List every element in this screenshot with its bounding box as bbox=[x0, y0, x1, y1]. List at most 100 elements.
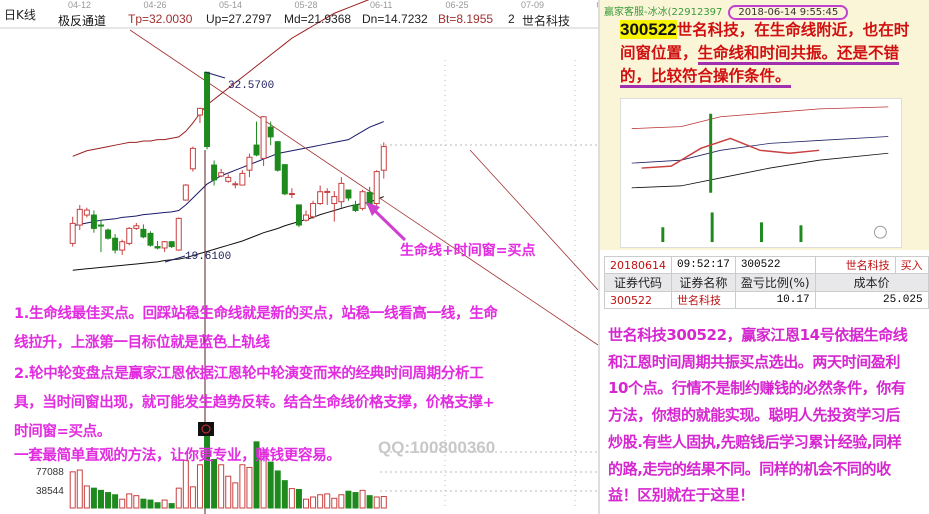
candle-body bbox=[239, 172, 246, 186]
volume-bar bbox=[126, 493, 133, 509]
message-part-underlined: 还是不错的，比较符合操作条件。 bbox=[620, 43, 900, 88]
volume-bar bbox=[239, 464, 246, 509]
trade-table: 20180614 09:52:17 300522 世名科技 买入 证券代码 证券名称 盈亏比… bbox=[604, 256, 929, 309]
volume-bar bbox=[69, 471, 76, 509]
summary-line: 10个点。行情不是制约赚钱的必然条件，你有 bbox=[608, 379, 906, 398]
volume-tick: 38544 bbox=[36, 486, 64, 497]
candle-body bbox=[359, 191, 366, 209]
candle-body bbox=[133, 225, 140, 229]
volume-bar bbox=[281, 480, 288, 509]
cell: 买入 bbox=[894, 256, 929, 274]
trend-line bbox=[129, 29, 598, 346]
volume-bar bbox=[310, 496, 317, 509]
volume-bar bbox=[373, 496, 380, 509]
indicator-name: 极反通道 bbox=[58, 14, 107, 28]
date-tick: 06-25 bbox=[446, 0, 469, 10]
volume-bar bbox=[331, 497, 338, 509]
volume-bar bbox=[83, 485, 90, 509]
candle-body bbox=[196, 107, 203, 116]
volume-bar bbox=[253, 441, 260, 509]
summary-line: 的路,走完的结果不同。同样的机会不同的收 bbox=[608, 459, 891, 478]
note-line: 时间窗=买点。 bbox=[14, 424, 112, 440]
volume-bar bbox=[105, 492, 112, 509]
candle-body bbox=[189, 147, 196, 170]
cell: 世名科技 bbox=[671, 291, 736, 309]
marker-box bbox=[198, 422, 214, 436]
candle-body bbox=[97, 224, 104, 227]
candle-body bbox=[168, 241, 175, 248]
low-pointer bbox=[164, 255, 186, 263]
candle-body bbox=[83, 209, 90, 216]
message-panel: 赢家客服-冰冰(22912397 2018-06-14 9:55:45 30052… bbox=[598, 0, 929, 514]
date-tick: 04-12 bbox=[68, 0, 91, 10]
candle-body bbox=[288, 193, 295, 196]
volume-bar bbox=[218, 464, 225, 509]
trend-line bbox=[469, 149, 598, 291]
candle-body bbox=[338, 182, 345, 203]
stock-chart-panel: 04-12 04-26 05-14 05-28 06-11 06-25 07-09 07-23… bbox=[0, 0, 598, 514]
note-line: 具，当时间窗出现，就可能发生趋势反转。结合生命线价格支撑，价格支撑+ bbox=[14, 395, 495, 411]
volume-bar bbox=[324, 493, 331, 509]
candle-body bbox=[317, 191, 324, 205]
period-label[interactable]: 日K线 bbox=[4, 8, 36, 22]
candle-body bbox=[218, 172, 225, 177]
cell: 10.17 bbox=[734, 291, 816, 309]
volume-bar bbox=[154, 502, 161, 509]
summary-line: 和江恩时间周期共振买点选出。两天时间盈利 bbox=[608, 352, 901, 371]
volume-bar bbox=[260, 452, 267, 509]
table-header-row: 证券代码 证券名称 盈亏比例(%) 成本价 bbox=[604, 273, 929, 292]
volume-bar bbox=[352, 492, 359, 509]
volume-bar bbox=[168, 503, 175, 509]
volume-bar bbox=[211, 458, 218, 509]
candle-body bbox=[126, 227, 133, 244]
table-row: 300522 世名科技 10.17 25.025 bbox=[604, 291, 929, 309]
candle-body bbox=[267, 126, 274, 138]
table-row: 20180614 09:52:17 300522 世名科技 买入 bbox=[604, 256, 929, 274]
candle-body bbox=[119, 241, 126, 251]
volume-bar bbox=[112, 494, 119, 509]
volume-bar bbox=[232, 482, 239, 509]
arrow-shaft bbox=[370, 206, 407, 242]
note-line: 线拉升，上涨第一目标位就是蓝色上轨线 bbox=[14, 335, 270, 351]
high-pointer bbox=[204, 71, 226, 79]
volume-bar bbox=[204, 428, 211, 509]
volume-bar bbox=[225, 475, 232, 509]
volume-bar bbox=[133, 495, 140, 509]
cell: 300522 bbox=[734, 256, 816, 274]
volume-bar bbox=[267, 461, 274, 509]
summary-line: 益！区别就在于这里！ bbox=[608, 486, 755, 505]
note-line: 1.生命线最佳买点。回踩站稳生命线就是新的买点，站稳一线看高一线，生命 bbox=[14, 306, 498, 322]
column-header: 证券代码 bbox=[604, 273, 672, 292]
note-line: 一套最简单直观的方法，让你更专业，赚钱更容易。 bbox=[14, 448, 341, 464]
candle-body bbox=[303, 214, 310, 221]
cell: 09:52:17 bbox=[671, 256, 736, 274]
candle-body bbox=[69, 222, 76, 244]
candle-body bbox=[345, 189, 352, 199]
candle-body bbox=[281, 164, 288, 195]
candle-body bbox=[161, 241, 168, 249]
candle-body bbox=[154, 246, 161, 249]
qq-watermark: QQ:100800360 bbox=[378, 438, 496, 457]
md-value: Md=21.9368 bbox=[284, 12, 352, 26]
marker-icon bbox=[201, 424, 211, 434]
message-part: 世名科技，在生命线附近，也在时间窗位置， bbox=[620, 20, 910, 62]
lower-band-line bbox=[72, 196, 384, 271]
volume-bar bbox=[182, 459, 189, 509]
date-tick: 06-11 bbox=[370, 0, 392, 10]
legend-num: 2 bbox=[508, 12, 515, 26]
date-tick: 07-09 bbox=[521, 0, 544, 10]
summary-line: 世名科技300522，赢家江恩14号依据生命线 bbox=[608, 326, 908, 344]
message-text: 300522世名科技，在生命线附近，也在时间窗位置，生命线和时间共振。还是不错的… bbox=[620, 18, 920, 88]
mid-band-line bbox=[72, 121, 384, 227]
candle-body bbox=[352, 204, 359, 211]
volume-bar bbox=[380, 496, 387, 509]
volume-bar bbox=[140, 498, 147, 509]
candle-body bbox=[140, 228, 147, 238]
volume-bar bbox=[246, 466, 253, 509]
volume-bar bbox=[196, 464, 203, 509]
arrow-label: 生命线+时间窗=买点 bbox=[400, 243, 536, 259]
candlestick-chart[interactable]: 04-12 04-26 05-14 05-28 06-11 06-25 07-09 07-23… bbox=[0, 0, 598, 514]
arrow-head bbox=[366, 202, 380, 216]
bt-value: Bt=8.1955 bbox=[438, 12, 494, 26]
zoom-icon bbox=[873, 225, 887, 239]
